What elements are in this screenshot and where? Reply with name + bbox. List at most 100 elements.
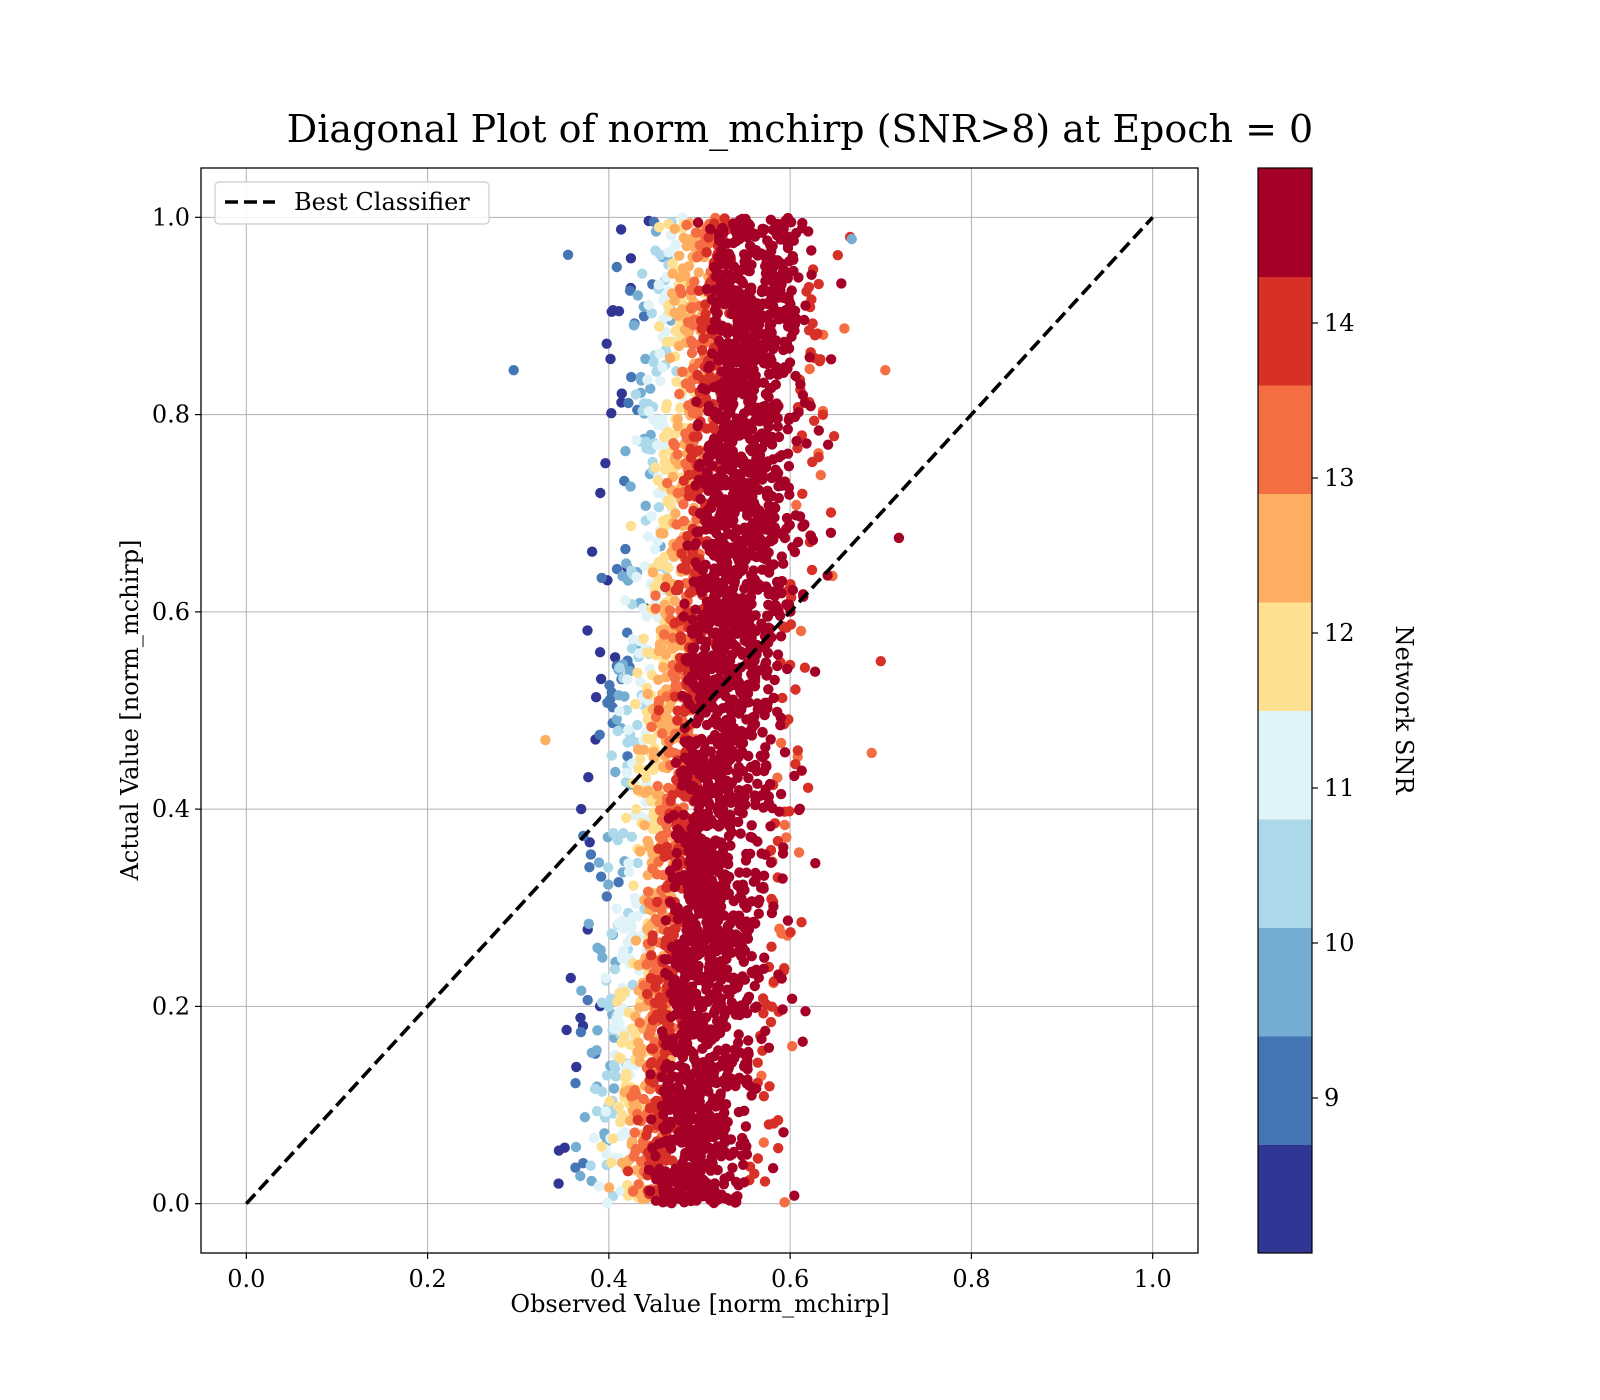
scatter-point [717,1002,728,1014]
scatter-point [713,335,725,347]
scatter-point [665,1011,677,1023]
scatter-point [613,306,625,317]
scatter-point [758,963,769,974]
scatter-point [763,368,775,379]
scatter-point [605,694,616,705]
scatter-point [762,665,773,676]
scatter-point [740,1049,751,1060]
scatter-point [733,734,744,745]
scatter-point [704,545,715,557]
scatter-point [606,928,617,939]
scatter-point [687,781,699,792]
scatter-point [733,761,744,773]
scatter-point [690,1021,701,1033]
scatter-point [622,737,633,748]
scatter-point [608,1059,620,1071]
scatter-point [660,649,672,660]
scatter-point [751,1083,762,1094]
scatter-point [698,814,709,825]
scatter-point [728,399,739,410]
scatter-point [737,213,748,225]
scatter-point [692,421,703,432]
scatter-point [770,271,781,282]
scatter-point [711,1145,722,1156]
scatter-point [634,1056,645,1067]
scatter-point [758,1137,769,1148]
scatter-point [727,649,738,660]
scatter-point [678,809,689,821]
scatter-point [613,877,624,888]
scatter-point [606,1157,617,1168]
scatter-point [653,222,665,233]
scatter-point [708,436,719,447]
scatter-point [756,286,768,298]
scatter-point [715,956,727,967]
scatter-point [779,1197,790,1208]
y-tick-label: 0.6 [152,598,190,626]
scatter-point [677,366,688,377]
scatter-point [677,765,689,776]
scatter-point [651,789,663,800]
scatter-point [671,541,682,552]
scatter-point [678,499,689,510]
scatter-point [657,1001,668,1013]
scatter-point [758,870,770,881]
scatter-point [779,747,791,758]
scatter-point [712,616,724,627]
scatter-point [613,1101,624,1112]
scatter-point [661,1135,672,1147]
scatter-point [709,929,720,940]
scatter-point [786,217,797,228]
scatter-point [686,981,698,992]
scatter-point [782,448,794,459]
scatter-point [748,916,759,928]
scatter-point [750,346,762,357]
scatter-point [789,770,800,782]
x-tick-label: 0.8 [952,1265,990,1293]
colorbar-tick-label: 13 [1324,464,1355,492]
scatter-point [678,475,689,486]
scatter-point [773,481,784,492]
scatter-point [762,610,773,621]
scatter-point [746,424,758,435]
legend: Best Classifier [214,181,490,225]
scatter-point [609,652,621,663]
scatter-point [714,794,726,805]
scatter-point [735,469,746,480]
scatter-point [723,367,734,379]
scatter-point [721,590,732,601]
colorbar [1257,167,1313,1254]
scatter-point [712,1194,723,1206]
scatter-point [752,704,763,715]
scatter-point [706,502,717,514]
scatter-point [606,408,617,419]
scatter-point [582,994,593,1006]
scatter-point [712,706,723,718]
scatter-point [606,750,617,761]
scatter-point [711,986,722,997]
scatter-point [703,962,715,973]
y-axis-ticks: 0.0 0.2 0.4 0.6 0.8 1.0 [152,203,201,1218]
scatter-point [685,452,697,463]
scatter-outlier-point [875,655,886,667]
scatter-point [739,635,750,646]
scatter-point [762,491,773,502]
scatter-point [735,1139,746,1151]
scatter-outlier-point [508,365,519,376]
scatter-point [683,916,694,928]
scatter-point [650,603,661,614]
scatter-point [701,865,712,876]
scatter-point [646,1043,657,1054]
scatter-point [721,559,732,571]
scatter-point [658,528,669,539]
scatter-point [663,562,674,573]
scatter-point [758,356,770,368]
scatter-point [762,456,773,467]
scatter-point [765,586,777,597]
scatter-point [647,935,658,947]
scatter-point [707,971,718,982]
scatter-point [646,734,657,745]
scatter-point [725,840,736,851]
scatter-point [784,806,795,817]
scatter-point [661,882,672,893]
